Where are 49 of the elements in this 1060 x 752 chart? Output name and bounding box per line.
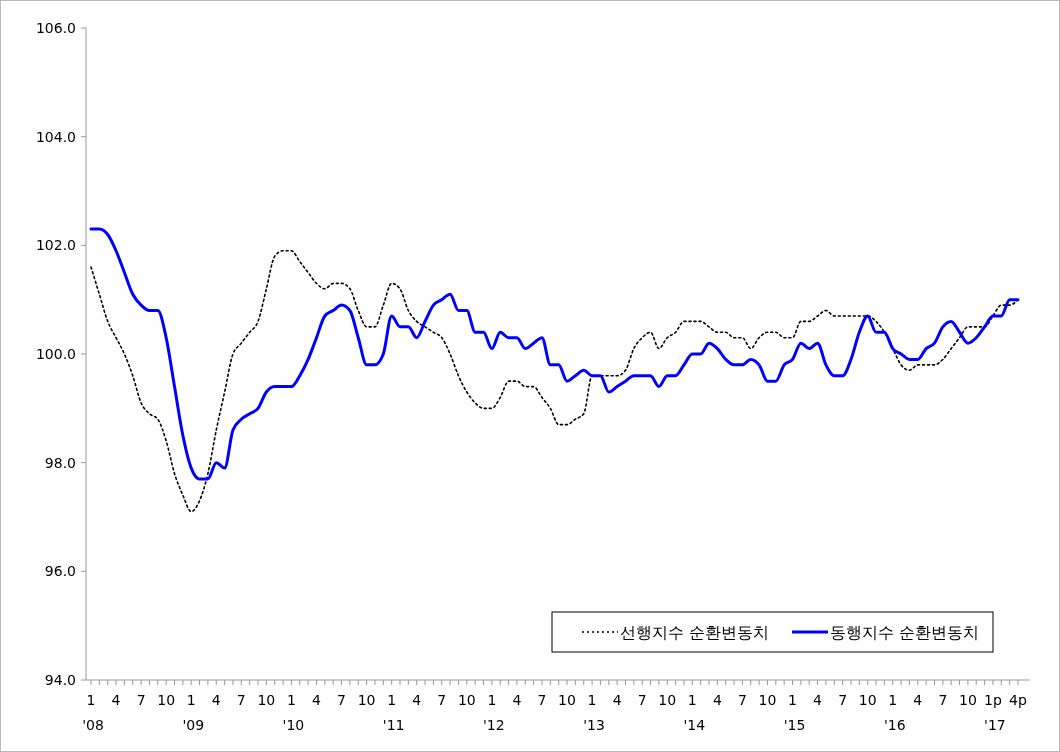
x-tick-label: 1 '15 xyxy=(783,692,806,733)
x-tick-label: 1 '11 xyxy=(382,692,405,733)
x-tick-label: 7 xyxy=(737,692,747,708)
x-tick-label: 1 '13 xyxy=(583,692,605,733)
x-tick-label: 10 xyxy=(257,692,276,708)
x-tick-label: 10 xyxy=(958,692,977,708)
x-tick-label: 7 xyxy=(437,692,447,708)
x-tick-label: 7 xyxy=(537,692,547,708)
y-tick-label: 104.0 xyxy=(35,128,76,145)
x-tick-label: 4 xyxy=(612,692,622,708)
legend-label: 동행지수 순환변동치 xyxy=(830,622,980,642)
x-tick-label: 10 xyxy=(858,692,877,708)
x-tick-label: 10 xyxy=(758,692,777,708)
y-tick-label: 106.0 xyxy=(35,19,76,36)
x-tick-label: 7 xyxy=(938,692,948,708)
x-tick-label: 10 xyxy=(658,692,677,708)
y-tick-label: 96.0 xyxy=(44,563,76,580)
x-tick-label: 10 xyxy=(558,692,576,708)
x-tick-label: 1 '12 xyxy=(483,692,505,733)
legend-label: 선행지수 순환변동치 xyxy=(620,622,770,642)
x-tick-label: 7 xyxy=(838,692,848,708)
x-tick-label: 1 '09 xyxy=(182,692,205,733)
x-tick-label: 7 xyxy=(337,692,346,708)
line-series xyxy=(90,249,1019,513)
y-tick-label: 94.0 xyxy=(44,671,76,688)
line-series xyxy=(89,227,1020,481)
x-tick-label: 7 xyxy=(637,692,647,708)
x-tick-label: 4 xyxy=(813,692,823,708)
x-tick-label: 1 '10 xyxy=(282,692,305,733)
y-tick-label: 102.0 xyxy=(35,237,76,254)
x-tick-label: 4p xyxy=(1009,692,1028,708)
x-tick-label: 4 xyxy=(111,692,121,708)
x-tick-label: 10 xyxy=(457,692,476,708)
x-tick-label: 4 xyxy=(211,692,221,708)
x-tick-label: 4 xyxy=(512,692,522,708)
x-tick-label: 1p '17 xyxy=(984,692,1006,733)
x-tick-label: 10 xyxy=(157,692,176,708)
x-tick-label: 7 xyxy=(136,692,146,708)
x-tick-label: 7 xyxy=(236,692,246,708)
x-tick-label: 1 '16 xyxy=(883,692,906,733)
x-tick-label: 4 xyxy=(312,692,322,708)
y-tick-label: 98.0 xyxy=(44,454,76,471)
x-tick-label: 10 xyxy=(357,692,376,708)
x-tick-label: 1 '08 xyxy=(82,692,104,733)
x-tick-label: 4 xyxy=(712,692,722,708)
x-tick-label: 4 xyxy=(412,692,422,708)
x-tick-label: 1 '14 xyxy=(683,692,706,733)
x-tick-label: 4 xyxy=(913,692,923,708)
y-tick-label: 100.0 xyxy=(35,345,76,362)
